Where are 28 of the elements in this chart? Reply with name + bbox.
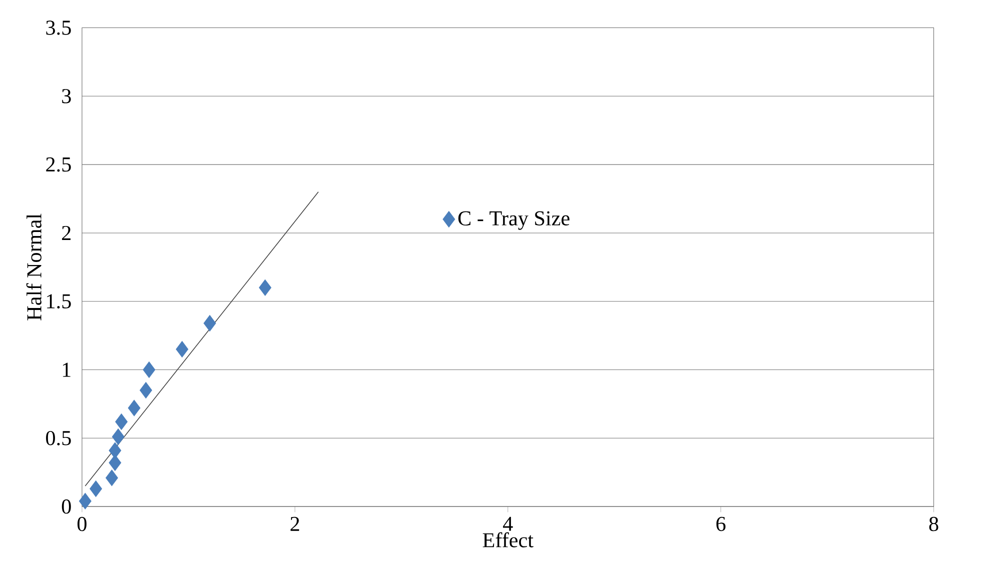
x-tick-label: 6 [716,516,726,531]
y-tick-label: 3 [62,88,71,104]
point [108,442,122,458]
y-tick-label: 2.5 [46,157,71,172]
y-tick-label: 0.5 [46,430,71,446]
point [140,382,152,398]
point [142,361,156,378]
y-tick-label: 1 [62,362,70,377]
point [128,400,140,416]
y-tick-label: 2 [62,226,71,240]
legend-label: C - Tray Size [458,211,570,230]
x-tick-label: 4 [502,516,513,531]
point [90,480,102,497]
point [78,492,92,510]
point [176,340,188,358]
x-tick-label: 2 [290,516,300,531]
y-tick-label: 1.5 [47,294,71,308]
y-axis-title: Half Normal [26,214,42,320]
x-tick-label: 8 [929,516,938,531]
point [258,279,272,296]
point [112,428,124,445]
point [204,314,216,332]
point [106,469,118,486]
y-tick-label: 3.5 [46,20,71,35]
x-axis-title: Effect [482,532,534,548]
x-tick-label: 0 [78,516,86,531]
point [115,413,128,430]
y-tick-label: 0 [62,499,71,514]
